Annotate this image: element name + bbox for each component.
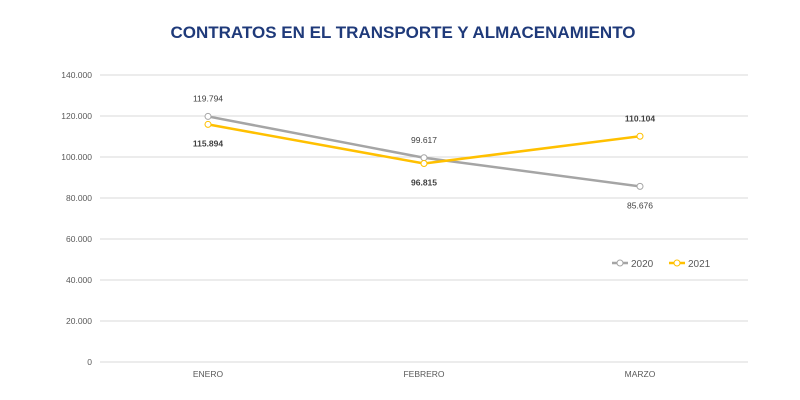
y-tick-label: 20.000	[66, 316, 92, 326]
legend-marker-2021	[673, 259, 681, 267]
data-label-2021: 115.894	[193, 138, 224, 148]
legend-label-2021: 2021	[688, 259, 711, 270]
y-tick-label: 60.000	[66, 234, 92, 244]
data-label-2020: 99.617	[411, 135, 437, 145]
data-point-2020	[636, 182, 644, 190]
data-point-2020	[204, 112, 212, 120]
data-label-2020: 119.794	[193, 93, 223, 103]
y-tick-label: 40.000	[66, 275, 92, 285]
y-tick-label: 140.000	[61, 70, 92, 80]
series-line-2020	[207, 115, 641, 188]
y-axis-tick-labels: 0 20.000 40.000 60.000 80.000 100.000 120.000 1…	[61, 70, 92, 367]
data-point-2021	[636, 132, 644, 140]
legend-label-2020: 2020	[631, 259, 654, 270]
series-lines	[204, 112, 644, 190]
data-label-2021: 110.104	[625, 113, 656, 123]
data-label-2021: 96.815	[411, 178, 437, 188]
y-tick-label: 80.000	[66, 193, 92, 203]
legend-marker-2020	[616, 259, 624, 267]
x-category-label: ENERO	[193, 369, 224, 379]
data-labels: 119.794 99.617 85.676 115.894 96.815 110.104	[193, 93, 656, 210]
legend: 2020 2021	[612, 259, 711, 270]
y-tick-label: 0	[87, 357, 92, 367]
x-category-label: FEBRERO	[403, 369, 444, 379]
x-category-label: MARZO	[625, 369, 656, 379]
data-point-2021	[204, 120, 212, 128]
data-point-2020	[420, 154, 428, 162]
y-tick-label: 100.000	[61, 152, 92, 162]
data-label-2020: 85.676	[627, 200, 653, 210]
y-tick-label: 120.000	[61, 111, 92, 121]
data-point-2021	[420, 160, 428, 168]
chart-title: CONTRATOS EN EL TRANSPORTE Y ALMACENAMIE…	[170, 23, 635, 42]
x-axis-category-labels: ENERO FEBRERO MARZO	[193, 369, 656, 379]
